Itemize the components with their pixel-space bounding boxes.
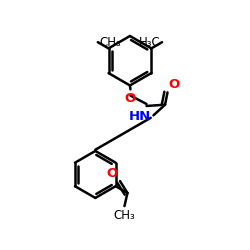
- Text: CH₃: CH₃: [99, 36, 121, 49]
- Text: O: O: [125, 92, 136, 105]
- Text: HN: HN: [129, 110, 152, 123]
- Text: O: O: [107, 167, 118, 180]
- Text: CH₃: CH₃: [114, 208, 135, 222]
- Text: H₃C: H₃C: [139, 36, 160, 49]
- Text: O: O: [169, 78, 180, 91]
